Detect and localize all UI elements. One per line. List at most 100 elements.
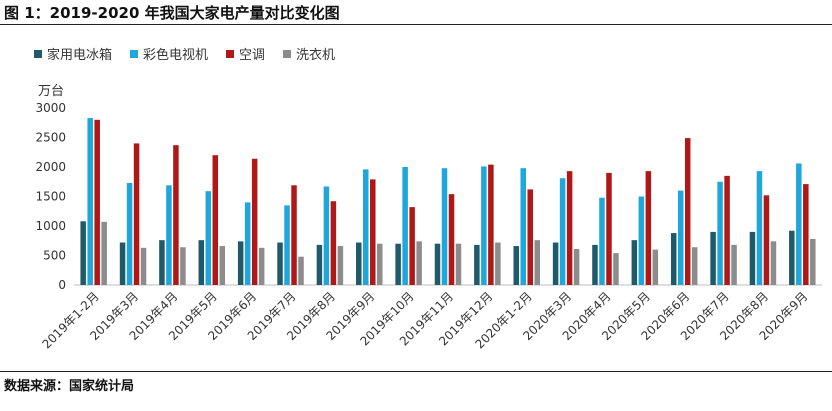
legend-item-ac: 空调	[226, 44, 265, 63]
bar-series3-cat7	[377, 243, 383, 285]
bar-series0-cat12	[552, 242, 559, 285]
bar-series0-cat2	[159, 240, 165, 285]
bar-series3-cat13	[613, 253, 619, 285]
bar-chart: 0500100015002000250030002019年1-2月2019年3月…	[35, 101, 822, 352]
bar-series1-cat3	[205, 191, 212, 285]
bar-series2-cat16	[724, 175, 730, 285]
bar-series0-cat13	[592, 244, 598, 285]
bar-series3-cat11	[534, 240, 540, 285]
bar-series1-cat7	[363, 169, 369, 285]
bar-series1-cat13	[599, 197, 605, 285]
top-rule	[0, 24, 832, 25]
y-tick-label-0: 0	[58, 278, 66, 292]
bar-series1-cat4	[244, 202, 251, 285]
bar-series1-cat11	[520, 168, 526, 285]
bar-series3-cat5	[298, 256, 304, 285]
bar-series3-cat2	[180, 247, 186, 285]
bar-series2-cat18	[803, 184, 809, 285]
bar-series0-cat1	[119, 242, 126, 285]
bar-series1-cat18	[796, 163, 802, 285]
chart-legend: 家用电冰箱 彩色电视机 空调 洗衣机	[34, 44, 335, 63]
bar-series0-cat18	[789, 230, 795, 285]
bar-series0-cat8	[395, 243, 401, 285]
bar-series2-cat4	[251, 158, 258, 285]
bar-series2-cat2	[173, 145, 179, 285]
bar-series2-cat3	[212, 155, 219, 285]
legend-item-fridge: 家用电冰箱	[34, 44, 112, 63]
bar-series1-cat12	[559, 178, 566, 285]
bar-series3-cat10	[495, 242, 501, 285]
bar-series3-cat1	[140, 247, 147, 285]
bar-series3-cat17	[770, 241, 777, 285]
bar-series3-cat6	[337, 246, 344, 285]
bar-series0-cat5	[277, 242, 283, 285]
bar-series2-cat15	[684, 138, 691, 285]
bar-series0-cat11	[513, 246, 519, 285]
figure-title: 图 1：2019-2020 年我国大家电产量对比变化图	[4, 4, 340, 22]
bar-series2-cat1	[133, 143, 140, 285]
bar-series2-cat14	[645, 171, 652, 285]
bar-series1-cat14	[638, 196, 645, 285]
bar-series1-cat1	[126, 182, 133, 285]
bottom-rule	[0, 371, 832, 372]
bar-series3-cat4	[258, 247, 265, 285]
bar-series1-cat0	[87, 118, 93, 285]
y-tick-label-1: 500	[43, 249, 66, 263]
bar-series2-cat8	[409, 207, 415, 285]
bar-series2-cat17	[763, 195, 770, 285]
bar-series1-cat10	[481, 166, 487, 285]
bar-series2-cat13	[606, 172, 612, 285]
bar-series0-cat0	[80, 221, 86, 285]
bar-series1-cat16	[717, 181, 723, 285]
bar-series1-cat6	[323, 186, 330, 285]
legend-label-tv: 彩色电视机	[143, 48, 209, 63]
bar-series3-cat3	[219, 246, 226, 285]
bar-series0-cat7	[356, 242, 362, 285]
bar-series0-cat16	[710, 231, 716, 285]
legend-item-washer: 洗衣机	[283, 44, 335, 63]
x-tick-label-0: 2019年1-2月	[39, 289, 101, 351]
bar-series0-cat15	[670, 233, 677, 285]
bar-series1-cat5	[284, 205, 290, 285]
bar-series0-cat4	[237, 241, 244, 285]
y-tick-label-4: 2000	[35, 160, 66, 174]
bar-series1-cat9	[441, 168, 448, 285]
bar-series0-cat6	[316, 244, 323, 285]
y-tick-label-3: 1500	[35, 190, 66, 204]
bar-series3-cat9	[455, 243, 462, 285]
bar-series2-cat6	[330, 201, 337, 285]
bar-series1-cat2	[166, 185, 172, 285]
y-tick-label-2: 1000	[35, 219, 66, 233]
bar-series2-cat0	[94, 119, 100, 285]
bar-series0-cat14	[631, 240, 638, 285]
bar-series2-cat12	[566, 171, 573, 285]
legend-swatch-ac	[226, 49, 235, 58]
legend-label-fridge: 家用电冰箱	[47, 48, 113, 63]
bar-series1-cat8	[402, 167, 408, 285]
bar-series1-cat15	[677, 190, 684, 285]
bar-series0-cat10	[474, 244, 480, 285]
bar-series2-cat5	[291, 185, 297, 285]
legend-label-washer: 洗衣机	[296, 48, 336, 63]
legend-swatch-fridge	[34, 49, 42, 58]
legend-label-ac: 空调	[239, 48, 266, 63]
bar-series3-cat12	[573, 249, 580, 285]
bar-series0-cat3	[198, 240, 205, 285]
y-axis-unit-label: 万台	[38, 84, 65, 99]
legend-swatch-washer	[283, 49, 292, 58]
y-tick-label-6: 3000	[35, 101, 66, 115]
bar-series1-cat17	[756, 171, 763, 285]
bar-series3-cat8	[416, 241, 422, 285]
bar-series2-cat10	[488, 164, 494, 285]
bar-series2-cat7	[370, 179, 376, 285]
bar-series3-cat16	[731, 244, 737, 285]
bar-series0-cat9	[434, 243, 441, 285]
data-source-note: 数据来源：国家统计局	[4, 379, 135, 394]
bar-series2-cat9	[448, 194, 455, 285]
bar-series3-cat15	[691, 247, 698, 285]
bar-series0-cat17	[749, 231, 756, 285]
y-tick-label-5: 2500	[35, 131, 66, 145]
legend-item-tv: 彩色电视机	[130, 44, 208, 63]
bar-series2-cat11	[527, 189, 533, 285]
bar-series3-cat14	[652, 249, 659, 285]
